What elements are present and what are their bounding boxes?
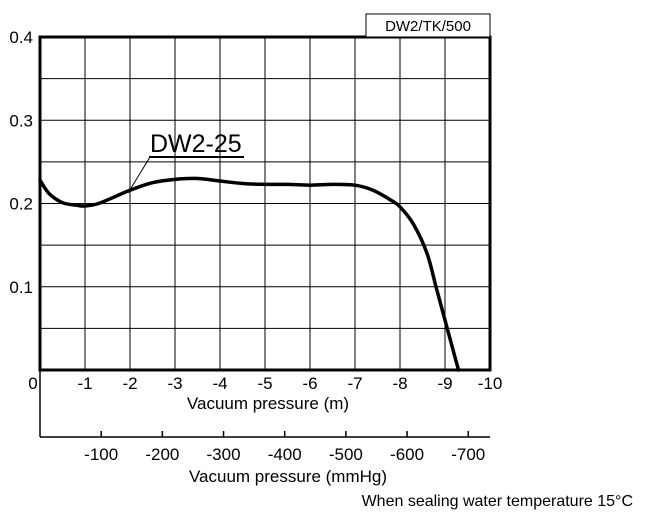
secondary-axis-frame	[39, 370, 490, 438]
x-axis-ticks: 0 -1 -2 -3 -4 -5 -6 -7 -8 -9 -10	[28, 374, 502, 393]
x2-tick-label: -200	[145, 445, 179, 464]
x-tick-label: -3	[167, 374, 182, 393]
x-tick-label: -5	[257, 374, 272, 393]
y-tick-label: 0.4	[9, 28, 33, 47]
x2-tick-label: -600	[390, 445, 424, 464]
x2-axis-title: Vacuum pressure (mmHg)	[189, 467, 387, 486]
x-axis-title: Vacuum pressure (m)	[187, 394, 349, 413]
badge-text: DW2/TK/500	[385, 18, 471, 35]
x-tick-label: -10	[478, 374, 503, 393]
x-tick-label: -2	[122, 374, 137, 393]
grid-lines	[40, 37, 490, 370]
x-tick-label: -6	[302, 374, 317, 393]
badge-box	[365, 13, 491, 38]
series-leader-line	[127, 156, 151, 194]
y-tick-label: 0.3	[9, 111, 33, 130]
x-tick-label: 0	[28, 374, 37, 393]
x2-tick-label: -400	[268, 445, 302, 464]
x-tick-label: -8	[392, 374, 407, 393]
x2-tick-label: -100	[84, 445, 118, 464]
series-line-dw2-25	[38, 176, 461, 372]
x-tick-label: -1	[77, 374, 92, 393]
footnote: When sealing water temperature 15°C	[362, 493, 633, 510]
x2-tick-label: -700	[451, 445, 485, 464]
series-label: DW2-25	[150, 130, 242, 158]
y-tick-label: 0.2	[9, 195, 33, 214]
series-label-group: DW2-25	[127, 130, 244, 194]
x2-axis-ticks: -100 -200 -300 -400 -500 -600 -700	[84, 431, 485, 464]
x-tick-label: -7	[347, 374, 362, 393]
y-axis-ticks: 0.4 0.3 0.2 0.1	[9, 28, 33, 297]
x2-tick-label: -500	[329, 445, 363, 464]
chart-badge: DW2/TK/500	[365, 13, 491, 38]
x-tick-label: -9	[437, 374, 452, 393]
x2-tick-label: -300	[207, 445, 241, 464]
x-tick-label: -4	[212, 374, 227, 393]
plot-frame	[38, 35, 492, 372]
y-tick-label: 0.1	[9, 278, 33, 297]
